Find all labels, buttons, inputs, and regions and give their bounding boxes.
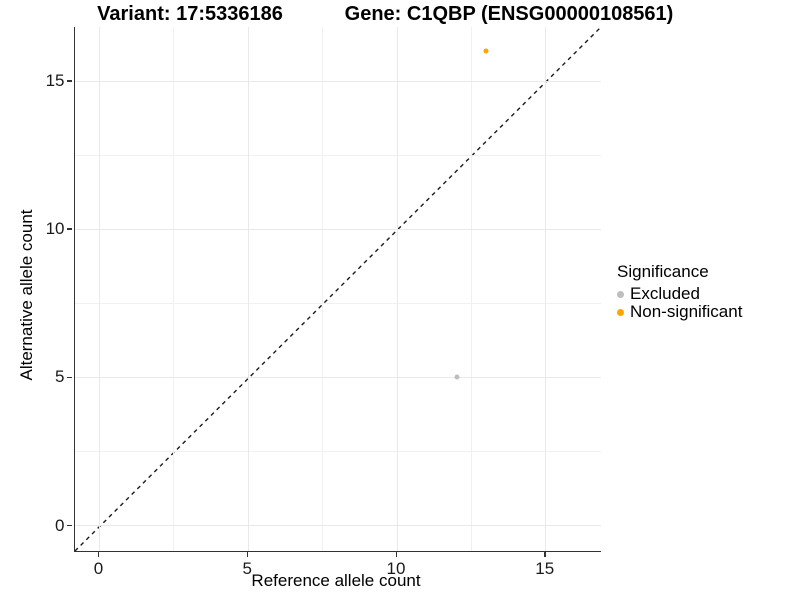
x-major-gridline <box>247 26 249 551</box>
y-axis-tick <box>67 80 72 82</box>
plot-panel <box>73 26 601 552</box>
plot-title-variant: Variant: 17:5336186 <box>97 3 283 25</box>
y-axis-tick <box>67 524 72 527</box>
legend-item-excluded: Excluded <box>617 284 742 303</box>
x-major-gridline <box>545 26 547 551</box>
x-axis-tick-label: 10 <box>386 558 406 578</box>
x-major-gridline <box>396 26 398 551</box>
legend-swatch-non-significant-icon <box>617 308 624 316</box>
plot-title-gene: Gene: C1QBP (ENSG00000108561) <box>344 3 674 25</box>
x-major-gridline <box>98 26 100 551</box>
legend-label-non-significant: Non-significant <box>630 302 743 321</box>
x-minor-gridline <box>322 26 324 551</box>
legend: Significance Excluded Non-significant <box>617 262 742 321</box>
y-axis-tick <box>67 376 72 379</box>
identity-dashed-line <box>74 26 601 551</box>
legend-label-excluded: Excluded <box>630 284 700 303</box>
x-axis-tick-label: 15 <box>535 558 555 578</box>
y-axis-tick-label: 0 <box>55 515 65 535</box>
y-minor-gridline <box>74 154 601 156</box>
y-major-gridline <box>74 376 601 378</box>
y-major-gridline <box>74 228 601 230</box>
legend-item-non-significant: Non-significant <box>617 302 743 321</box>
legend-title: Significance <box>617 262 709 281</box>
data-point-non-significant <box>483 48 489 54</box>
x-axis-tick <box>246 552 249 557</box>
x-minor-gridline <box>470 26 472 551</box>
x-minor-gridline <box>173 26 175 551</box>
y-axis-label: Alternative allele count <box>17 209 36 381</box>
y-major-gridline <box>74 80 601 82</box>
y-major-gridline <box>74 525 601 527</box>
y-axis-tick-label: 15 <box>45 71 65 91</box>
y-minor-gridline <box>74 302 601 304</box>
y-axis-tick-label: 5 <box>55 367 65 387</box>
x-axis-tick <box>544 552 546 557</box>
legend-swatch-excluded-icon <box>617 290 624 298</box>
x-axis-label: Reference allele count <box>251 571 421 590</box>
y-axis-tick-label: 10 <box>45 219 65 239</box>
y-minor-gridline <box>74 451 601 452</box>
x-axis-tick <box>395 552 397 557</box>
data-point-excluded <box>454 374 459 380</box>
x-axis-tick-label: 5 <box>242 558 252 578</box>
x-axis-tick <box>97 552 100 557</box>
x-axis-tick-label: 0 <box>93 558 104 578</box>
y-axis-tick <box>67 228 72 230</box>
